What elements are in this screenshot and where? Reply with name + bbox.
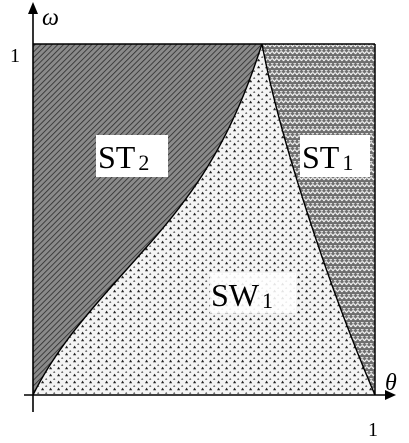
label-bg-st1 — [300, 135, 370, 177]
region-st1-label: ST 1 — [300, 135, 370, 177]
label-st2-main: ST — [98, 139, 136, 175]
x-axis-arrowhead — [385, 390, 396, 400]
x-axis-symbol: θ — [385, 370, 397, 396]
label-st2: ST 2 — [98, 139, 149, 175]
region-st1-area — [262, 44, 375, 395]
y-axis-arrowhead — [28, 2, 38, 14]
label-st1-main: ST — [302, 139, 340, 175]
region-st2-area — [33, 44, 262, 395]
x-axis-tick-label: 1 — [368, 419, 378, 441]
y-axis-tick-label: 1 — [10, 45, 20, 67]
label-sw1-main: SW — [211, 277, 260, 313]
label-bg-st2 — [96, 135, 168, 177]
label-st1-sub: 1 — [342, 150, 353, 175]
label-st1: ST 1 — [302, 139, 353, 175]
label-bg-sw1 — [210, 273, 296, 313]
region-st2-label: ST 2 — [96, 135, 168, 177]
region-sw1-label: SW 1 — [210, 273, 296, 313]
boundary-st2-sw1 — [32, 43, 263, 396]
label-sw1-sub: 1 — [262, 288, 273, 313]
label-st2-sub: 2 — [138, 150, 149, 175]
y-axis-symbol: ω — [42, 5, 59, 31]
boundary-sw1-st1 — [261, 43, 376, 396]
label-sw1: SW 1 — [211, 277, 273, 313]
